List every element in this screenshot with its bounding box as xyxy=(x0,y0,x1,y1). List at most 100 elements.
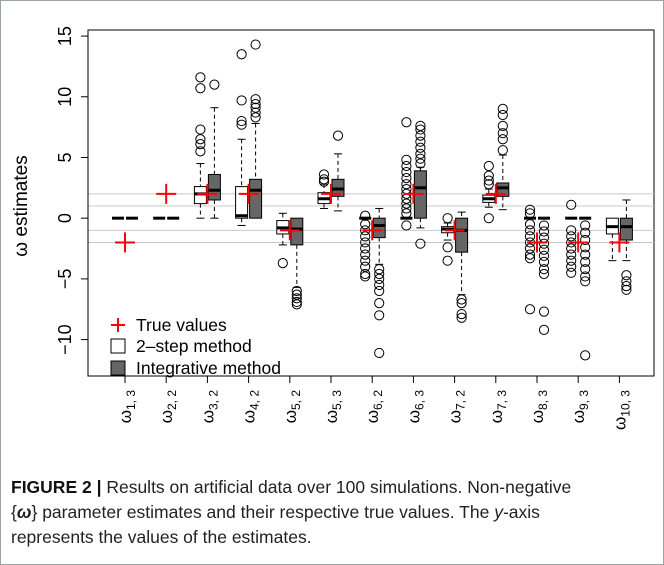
box-integrative xyxy=(579,216,592,361)
outlier-point xyxy=(566,261,577,272)
outlier-point xyxy=(566,243,577,254)
box-two-step xyxy=(524,204,536,315)
outlier-point xyxy=(360,231,371,242)
outlier-point xyxy=(360,249,371,260)
box-integrative xyxy=(331,130,345,212)
box-integrative xyxy=(249,39,263,219)
box-body xyxy=(235,186,249,219)
outlier-point xyxy=(566,255,577,266)
outlier-point xyxy=(195,72,206,83)
true-value-marker xyxy=(238,183,259,204)
outlier-point xyxy=(524,225,536,236)
outlier-point xyxy=(538,324,550,335)
box-body xyxy=(455,217,469,253)
x-tick-label: ω7, 3 xyxy=(487,390,509,424)
outlier-point xyxy=(566,225,577,236)
y-tick-label: 10 xyxy=(55,87,75,107)
outlier-point xyxy=(318,176,330,187)
outlier-point xyxy=(291,299,302,310)
outlier-point xyxy=(415,158,426,169)
y-axis-label: ω estimates xyxy=(11,155,32,256)
outlier-point xyxy=(415,142,426,153)
outlier-point xyxy=(456,294,467,305)
outlier-point xyxy=(277,257,288,269)
figure-label: FIGURE 2 | xyxy=(11,477,102,497)
box-two-step xyxy=(441,213,455,266)
outlier-point xyxy=(566,267,577,278)
legend-swatch xyxy=(110,338,126,354)
box-two-step xyxy=(276,212,290,269)
box-two-step xyxy=(400,117,413,231)
caption-line-2-end: -axis xyxy=(502,502,540,522)
outlier-point xyxy=(360,271,371,282)
legend-item: Integrative method xyxy=(110,358,281,378)
y-tick-label: 15 xyxy=(55,26,75,46)
outlier-point xyxy=(332,130,344,141)
outlier-point xyxy=(524,204,536,215)
caption-line-1: Results on artificial data over 100 simu… xyxy=(101,477,572,497)
outlier-point xyxy=(415,148,426,159)
outlier-point xyxy=(497,128,508,139)
legend-label: True values xyxy=(136,315,227,335)
outlier-point xyxy=(524,249,536,260)
outlier-point xyxy=(401,179,412,190)
outlier-point xyxy=(374,347,385,359)
outlier-point xyxy=(566,231,577,242)
x-tick-label: ω8, 3 xyxy=(528,390,550,424)
outlier-point xyxy=(250,39,261,50)
outlier-point xyxy=(401,203,412,214)
outlier-point xyxy=(621,276,632,287)
x-tick-label: ω10, 3 xyxy=(610,390,632,430)
outlier-point xyxy=(415,120,426,132)
outlier-point xyxy=(580,242,591,253)
x-tick-label: ω4, 2 xyxy=(240,390,262,424)
outlier-point xyxy=(538,306,550,317)
true-value-marker xyxy=(362,220,383,241)
outlier-point xyxy=(580,276,591,287)
box-body xyxy=(290,217,304,246)
legend-item: 2–step method xyxy=(110,336,252,356)
outlier-point xyxy=(621,284,632,295)
figure-caption: FIGURE 2 | Results on artificial data ov… xyxy=(11,475,651,550)
outlier-point xyxy=(195,83,206,94)
box-integrative xyxy=(538,216,550,335)
outlier-point xyxy=(401,160,412,172)
outlier-point xyxy=(524,231,536,242)
outlier-point xyxy=(580,220,591,231)
outlier-point xyxy=(291,285,302,297)
outlier-point xyxy=(538,226,550,237)
outlier-point xyxy=(580,249,591,260)
outlier-point xyxy=(580,264,591,275)
outlier-point xyxy=(483,170,494,181)
true-value-marker xyxy=(279,220,300,241)
outlier-point xyxy=(360,237,371,248)
caption-set-close: } xyxy=(31,502,38,522)
box-body xyxy=(207,173,221,201)
outlier-point xyxy=(497,134,508,145)
outlier-point xyxy=(236,49,247,60)
outlier-point xyxy=(442,213,453,224)
outlier-point xyxy=(374,268,385,280)
outlier-point xyxy=(401,154,412,166)
caption-line-3: represents the values of the estimates. xyxy=(11,527,312,547)
box-two-step xyxy=(565,199,578,278)
outlier-point xyxy=(483,179,494,190)
box-integrative xyxy=(207,79,221,219)
outlier-point xyxy=(538,264,550,275)
outlier-point xyxy=(318,174,330,185)
outlier-point xyxy=(483,175,494,186)
legend-label: 2–step method xyxy=(136,336,252,356)
outlier-point xyxy=(209,79,220,90)
y-axis: −10 −5 0 5 10 15 xyxy=(55,26,89,355)
outlier-point xyxy=(580,271,591,282)
outlier-point xyxy=(524,253,536,264)
caption-axis-name: y xyxy=(494,502,503,522)
x-tick-label: ω3, 2 xyxy=(198,390,220,424)
outlier-point xyxy=(580,234,591,246)
outlier-point xyxy=(442,255,453,266)
true-value-marker xyxy=(609,232,630,253)
outlier-point xyxy=(374,273,385,284)
outlier-point xyxy=(497,109,508,121)
